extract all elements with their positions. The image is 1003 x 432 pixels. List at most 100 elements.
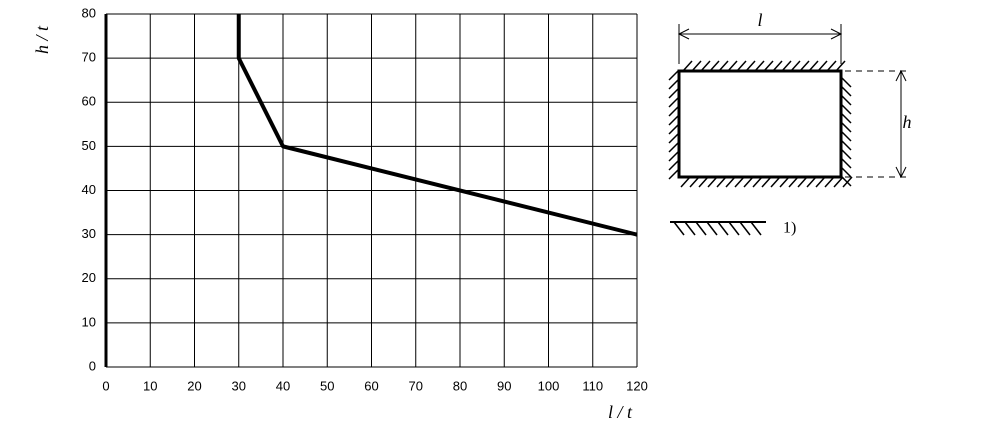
- y-tick-label: 50: [82, 138, 96, 153]
- hatch: [833, 176, 844, 188]
- hatch: [806, 176, 817, 188]
- x-tick-label: 90: [497, 378, 511, 393]
- legend-label: 1): [783, 220, 796, 237]
- hatch: [840, 139, 852, 151]
- hatch: [745, 60, 756, 72]
- hatch: [700, 60, 711, 72]
- hatch: [840, 85, 852, 97]
- hatch: [788, 176, 799, 188]
- x-tick-label: 60: [364, 378, 378, 393]
- x-tick-label: 0: [102, 378, 109, 393]
- hatch: [763, 60, 774, 72]
- y-tick-label: 80: [82, 5, 96, 20]
- x-axis-label: l / t: [608, 402, 633, 422]
- hatch: [668, 141, 680, 153]
- hatch: [734, 176, 745, 188]
- hatch: [727, 60, 738, 72]
- hatch: [718, 60, 729, 72]
- hatch: [668, 132, 680, 144]
- y-axis-label: h / t: [32, 25, 52, 54]
- hatch: [707, 176, 718, 188]
- hatch: [682, 60, 693, 72]
- hatch: [716, 176, 727, 188]
- hatch: [668, 159, 680, 171]
- hatch: [736, 60, 747, 72]
- height-label: h: [903, 112, 912, 132]
- hatch: [695, 221, 707, 236]
- hatch: [817, 60, 828, 72]
- hatch: [840, 121, 852, 133]
- y-tick-label: 0: [89, 358, 96, 373]
- hatch: [668, 150, 680, 162]
- hatch: [668, 123, 680, 135]
- y-tick-label: 60: [82, 94, 96, 109]
- hatch: [668, 168, 680, 180]
- hatch: [797, 176, 808, 188]
- hatch: [717, 221, 729, 236]
- hatch: [728, 221, 740, 236]
- hatch: [840, 103, 852, 115]
- hatch: [826, 60, 837, 72]
- hatch: [808, 60, 819, 72]
- hatch: [840, 130, 852, 142]
- x-tick-label: 120: [626, 378, 648, 393]
- hatch: [772, 60, 783, 72]
- hatch: [725, 176, 736, 188]
- hatch: [840, 112, 852, 124]
- hatch: [689, 176, 700, 188]
- x-tick-label: 80: [453, 378, 467, 393]
- x-tick-label: 110: [582, 378, 603, 393]
- hatch: [779, 176, 790, 188]
- hatch: [673, 221, 685, 236]
- hatch: [743, 176, 754, 188]
- hatch: [668, 96, 680, 108]
- hatch: [668, 69, 680, 81]
- hatch: [799, 60, 810, 72]
- arrow: [895, 69, 907, 179]
- x-tick-label: 30: [232, 378, 246, 393]
- hatch: [698, 176, 709, 188]
- x-tick-label: 40: [276, 378, 290, 393]
- hatch: [815, 176, 826, 188]
- hatch: [668, 87, 680, 99]
- hatch: [706, 221, 718, 236]
- hatch: [840, 76, 852, 88]
- x-tick-label: 50: [320, 378, 334, 393]
- hatch: [761, 176, 772, 188]
- x-tick-label: 70: [409, 378, 423, 393]
- hatch: [739, 221, 751, 236]
- x-tick-label: 20: [187, 378, 201, 393]
- hatch: [824, 176, 835, 188]
- y-tick-label: 30: [82, 226, 96, 241]
- data-line: [236, 14, 638, 237]
- hatch: [840, 175, 852, 187]
- hatch: [840, 166, 852, 178]
- hatch: [840, 157, 852, 169]
- hatch: [840, 148, 852, 160]
- y-tick-label: 70: [82, 50, 96, 65]
- hatch: [668, 78, 680, 90]
- x-tick-label: 100: [538, 378, 560, 393]
- hatch: [752, 176, 763, 188]
- hatch: [668, 114, 680, 126]
- hatch: [691, 60, 702, 72]
- rectangle: [677, 69, 843, 179]
- hatch: [709, 60, 720, 72]
- hatch: [781, 60, 792, 72]
- y-tick-label: 10: [82, 314, 96, 329]
- hatch: [835, 60, 846, 72]
- hatch: [750, 221, 762, 236]
- diagram: [668, 24, 910, 236]
- y-tick-label: 20: [82, 270, 96, 285]
- hatch: [770, 176, 781, 188]
- hatch: [840, 94, 852, 106]
- hatch: [684, 221, 696, 236]
- hatch: [790, 60, 801, 72]
- y-tick-label: 40: [82, 182, 96, 197]
- hatch: [680, 176, 691, 188]
- hatch: [754, 60, 765, 72]
- width-label: l: [757, 10, 762, 30]
- x-tick-label: 10: [143, 378, 157, 393]
- hatch: [668, 105, 680, 117]
